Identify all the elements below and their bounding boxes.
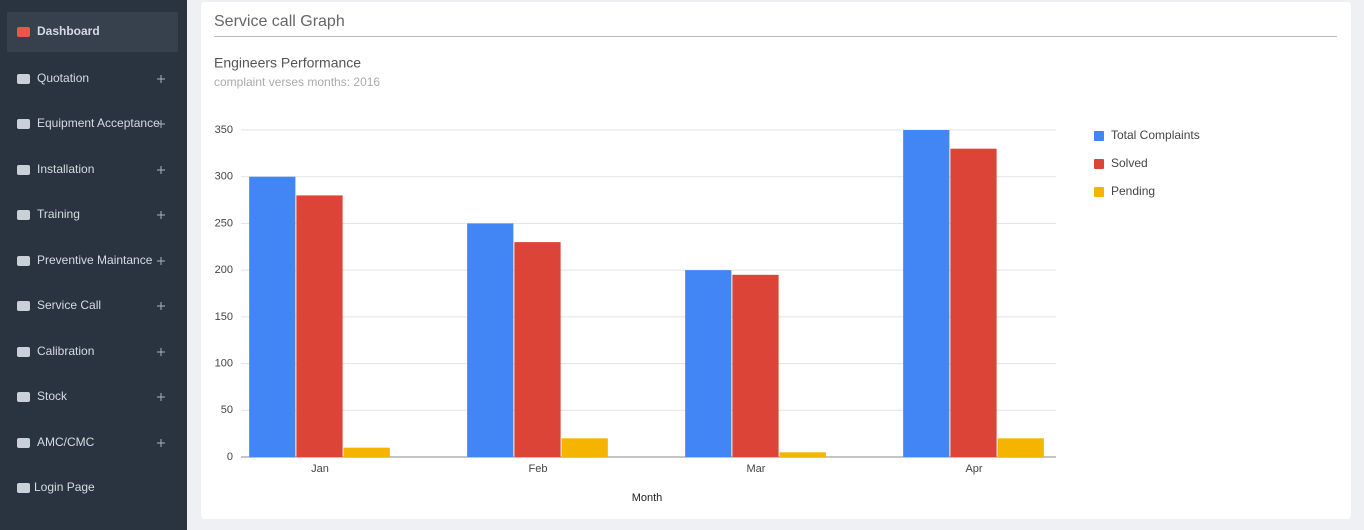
- expand-icon: [157, 75, 165, 83]
- chart: 0 50 100 150 200 250 300 350 Jan Feb Mar Apr Total C…: [215, 124, 1200, 475]
- expand-icon: [157, 166, 165, 174]
- nav-item[interactable]: Training: [17, 207, 165, 221]
- nav-icon: [17, 256, 30, 266]
- nav-item[interactable]: Dashboard: [17, 24, 100, 38]
- chart-subtitle: complaint verses months: 2016: [214, 75, 380, 89]
- nav-label: Preventive Maintance: [37, 253, 153, 267]
- nav-icon: [17, 392, 30, 402]
- y-tick-label: 50: [221, 404, 233, 416]
- bar: [249, 176, 296, 457]
- bar: [467, 223, 514, 457]
- y-tick-label: 250: [215, 217, 233, 229]
- nav-list: Dashboard Quotation Equipment Acceptance In…: [17, 24, 165, 494]
- y-tick-label: 150: [215, 311, 233, 323]
- nav-item[interactable]: Calibration: [17, 344, 165, 358]
- nav-label: Dashboard: [37, 24, 100, 38]
- x-tick-label: Feb: [529, 463, 548, 475]
- nav-icon: [17, 347, 30, 357]
- chart-title: Engineers Performance: [214, 55, 361, 71]
- nav-icon: [17, 210, 30, 220]
- nav-item[interactable]: Stock: [17, 389, 165, 403]
- expand-icon: [157, 393, 165, 401]
- nav-label: AMC/CMC: [37, 435, 95, 449]
- nav-icon: [17, 438, 30, 448]
- legend-label: Pending: [1111, 184, 1155, 198]
- bar: [997, 438, 1044, 457]
- bar: [685, 270, 732, 457]
- expand-icon: [157, 120, 165, 128]
- x-tick-label: Mar: [747, 463, 766, 475]
- legend-swatch: [1094, 159, 1104, 169]
- panel-title: Service call Graph: [214, 13, 345, 30]
- y-tick-label: 350: [215, 124, 233, 136]
- nav-icon: [17, 301, 30, 311]
- expand-icon: [157, 257, 165, 265]
- nav-item[interactable]: Installation: [17, 162, 165, 176]
- x-tick-label: Jan: [311, 463, 329, 475]
- expand-icon: [157, 211, 165, 219]
- bar: [779, 452, 826, 457]
- nav-item[interactable]: AMC/CMC: [17, 435, 165, 449]
- active-item-bg: [7, 12, 178, 52]
- nav-label: Service Call: [37, 298, 101, 312]
- y-tick-label: 100: [215, 357, 233, 369]
- expand-icon: [157, 302, 165, 310]
- bar: [950, 148, 997, 457]
- nav-label: Stock: [37, 389, 68, 403]
- sidebar: [0, 0, 187, 530]
- bar: [296, 195, 343, 457]
- legend-swatch: [1094, 187, 1104, 197]
- legend-swatch: [1094, 131, 1104, 141]
- nav-label: Equipment Acceptance: [37, 116, 160, 130]
- nav-icon: [17, 165, 30, 175]
- bar: [903, 130, 950, 457]
- legend-label: Solved: [1111, 156, 1148, 170]
- nav-label: Training: [37, 207, 80, 221]
- nav-item[interactable]: Quotation: [17, 71, 165, 85]
- x-axis-label: Month: [632, 492, 663, 504]
- x-tick-label: Apr: [965, 463, 982, 475]
- bar: [732, 274, 779, 457]
- nav-label: Calibration: [37, 344, 94, 358]
- nav-item[interactable]: Login Page: [17, 480, 95, 494]
- nav-item[interactable]: Preventive Maintance: [17, 253, 165, 267]
- nav-label: Installation: [37, 162, 94, 176]
- nav-label: Login Page: [34, 480, 95, 494]
- nav-item[interactable]: Service Call: [17, 298, 165, 312]
- bar: [343, 447, 390, 457]
- nav-label: Quotation: [37, 71, 89, 85]
- bar: [561, 438, 608, 457]
- nav-icon: [17, 119, 30, 129]
- legend-label: Total Complaints: [1111, 128, 1200, 142]
- bar: [514, 242, 561, 457]
- y-tick-label: 300: [215, 171, 233, 183]
- y-tick-label: 200: [215, 264, 233, 276]
- expand-icon: [157, 439, 165, 447]
- expand-icon: [157, 348, 165, 356]
- nav-icon: [17, 74, 30, 84]
- nav-item[interactable]: Equipment Acceptance: [17, 116, 165, 130]
- y-tick-label: 0: [227, 451, 233, 463]
- nav-icon: [17, 483, 30, 493]
- nav-icon: [17, 27, 30, 37]
